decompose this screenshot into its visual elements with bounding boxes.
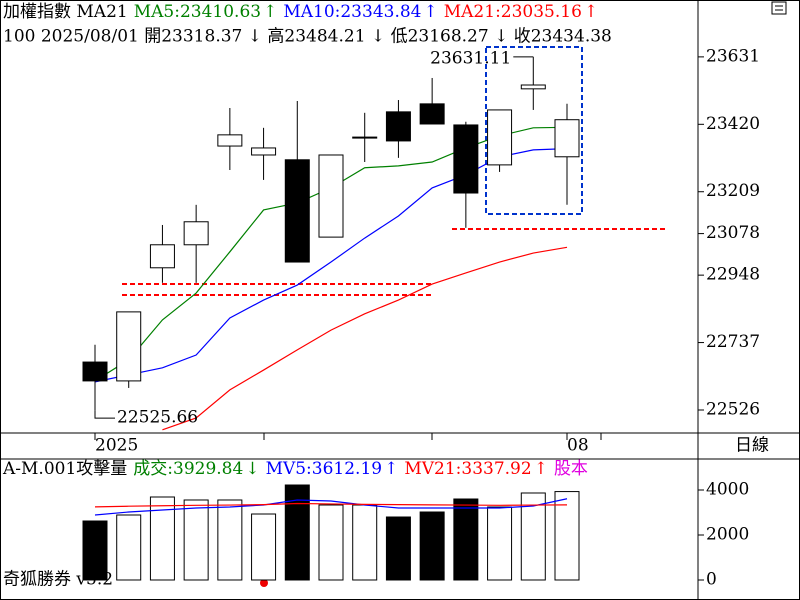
- volume-bar: [251, 513, 277, 581]
- legend-entry: MV5:3612.19: [266, 459, 383, 479]
- extra-label: 股本: [554, 459, 588, 479]
- y-tick-label: 23078: [706, 223, 760, 243]
- legend-entry: MA10:23343.84: [283, 2, 421, 22]
- y-tick-label: 2000: [706, 524, 749, 544]
- title: A-M.001攻擊量: [2, 459, 127, 479]
- y-tick-label: 22948: [706, 265, 760, 285]
- volume-bar: [352, 504, 378, 581]
- legend-arrow: ↑: [584, 2, 598, 22]
- candle-body: [352, 136, 378, 139]
- info-line: 100 2025/08/01 開23318.37 ↓ 高23484.21 ↓ 低…: [3, 27, 612, 47]
- y-tick-label: 23420: [706, 114, 760, 134]
- volume-bar: [318, 504, 344, 581]
- ma-line: [94, 502, 568, 508]
- candle-body: [217, 134, 243, 147]
- candle-body: [183, 221, 209, 246]
- candle-body: [149, 244, 175, 269]
- legend-entry: MV21:3337.92: [404, 459, 531, 479]
- candle-body: [318, 154, 344, 238]
- x-tick-label: 2025: [95, 436, 138, 456]
- x-tick-label: 08: [567, 436, 589, 456]
- candle-body: [284, 159, 310, 263]
- y-tick-label: 0: [706, 569, 717, 589]
- legend-arrow: ↑: [534, 459, 548, 479]
- volume-bar: [217, 499, 243, 581]
- annotation: 23631.11: [430, 48, 511, 68]
- ma-line: [162, 246, 568, 431]
- legend-entry: MA5:23410.63: [134, 2, 261, 22]
- legend-arrow: ↑: [263, 2, 277, 22]
- y-tick-label: 22526: [706, 399, 760, 419]
- highlight-box: [485, 46, 583, 215]
- title: 加權指數 MA21: [3, 2, 128, 22]
- period-label: 日線: [735, 436, 769, 456]
- y-tick-label: 22737: [706, 332, 760, 352]
- volume-bar: [284, 484, 310, 581]
- candle-body: [453, 124, 479, 194]
- y-tick-label: 23209: [706, 181, 760, 201]
- volume-bar: [554, 491, 580, 581]
- candle-body: [251, 147, 277, 156]
- annotation: 22525.66: [117, 408, 198, 428]
- candle-body: [554, 119, 580, 158]
- volume-bar: [82, 520, 108, 581]
- header: A-M.001攻擊量 成交:3929.84 ↓ MV5:3612.19 ↑ MV21:33…: [2, 459, 588, 479]
- signal-dot: [260, 579, 268, 587]
- candle-body: [385, 111, 411, 142]
- window-button[interactable]: [771, 1, 787, 15]
- candle-body: [419, 103, 445, 125]
- candle-body: [520, 84, 546, 90]
- volume-bar: [183, 499, 209, 581]
- candle-body: [487, 109, 513, 166]
- volume-bar: [487, 506, 513, 581]
- volume-label: 成交:3929.84: [133, 459, 243, 479]
- volume-bar: [453, 498, 479, 581]
- volume-bar: [385, 516, 411, 581]
- ma-line: [94, 498, 568, 516]
- y-tick-label: 23631: [706, 46, 760, 66]
- legend-arrow: ↓: [245, 459, 259, 479]
- footer: 奇狐勝券 v5.2: [3, 570, 113, 590]
- candle-body: [82, 361, 108, 382]
- legend-entry: MA21:23035.16: [444, 2, 582, 22]
- y-tick-label: 4000: [706, 480, 749, 500]
- volume-bar: [520, 492, 546, 581]
- header: 加權指數 MA21 MA5:23410.63 ↑ MA10:23343.84 ↑ MA21…: [3, 2, 598, 22]
- legend-arrow: ↑: [424, 2, 438, 22]
- volume-bar: [419, 511, 445, 581]
- volume-bar: [116, 514, 142, 581]
- legend-arrow: ↑: [384, 459, 398, 479]
- candle-body: [116, 311, 142, 382]
- leader: [94, 410, 115, 419]
